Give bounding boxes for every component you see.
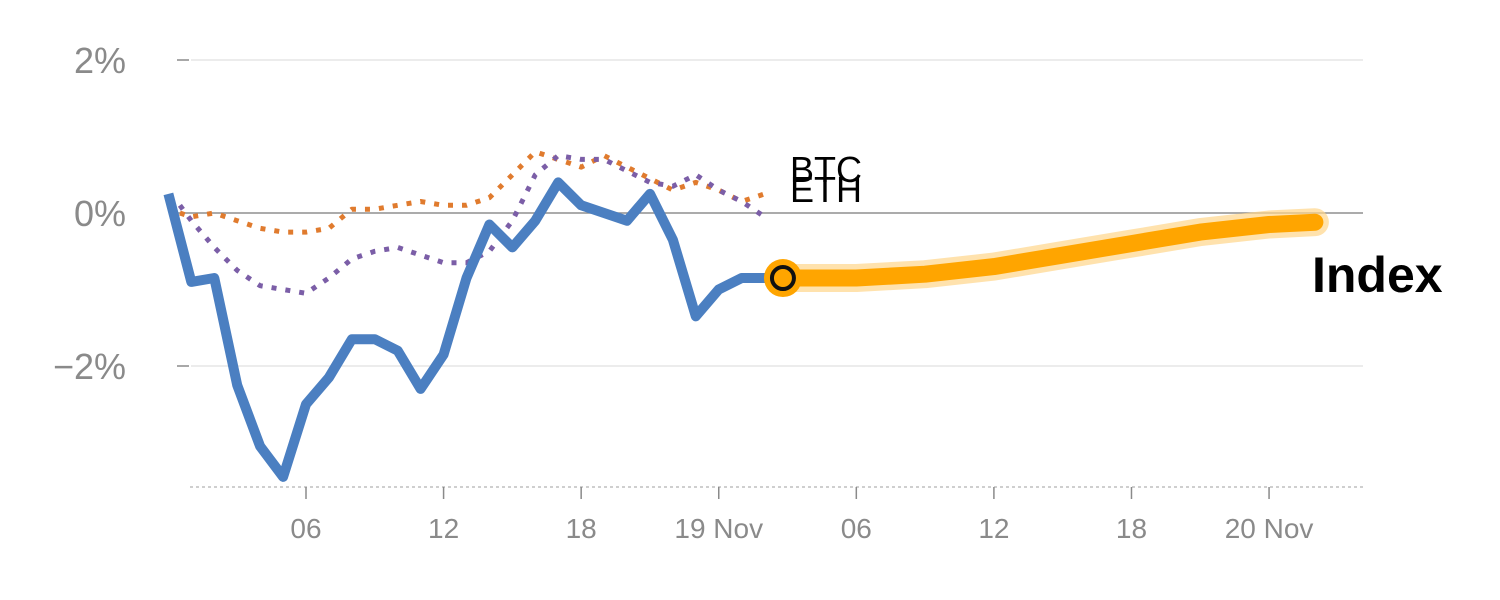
x-tick-label: 18 [566, 513, 597, 544]
forecast-series-line [779, 213, 1324, 287]
x-tick-label: 18 [1116, 513, 1147, 544]
x-axis: 06 12 18 19 Nov 06 12 18 20 Nov [190, 486, 1363, 544]
x-tick-label: 12 [978, 513, 1009, 544]
series-layer [163, 149, 1329, 482]
y-tick-label: 0% [74, 193, 126, 234]
y-tick-label: 2% [74, 40, 126, 81]
btc-series-line [179, 149, 766, 235]
current-point-marker [769, 265, 796, 292]
x-tick-label: 19 Nov [674, 513, 763, 544]
gridlines [177, 59, 1363, 367]
series-labels: BTC ETH Index [790, 149, 1443, 303]
y-tick-label: −2% [53, 346, 126, 387]
x-tick-label: 06 [841, 513, 872, 544]
index-series-line [163, 177, 788, 482]
x-tick-label: 06 [290, 513, 321, 544]
y-axis: 2% 0% −2% [53, 40, 126, 387]
btc-label: BTC [790, 149, 862, 190]
eth-series-line [177, 153, 766, 296]
x-tick-label: 20 Nov [1225, 513, 1314, 544]
x-tick-label: 12 [428, 513, 459, 544]
eth-label: ETH [790, 169, 862, 210]
index-label: Index [1312, 247, 1443, 303]
